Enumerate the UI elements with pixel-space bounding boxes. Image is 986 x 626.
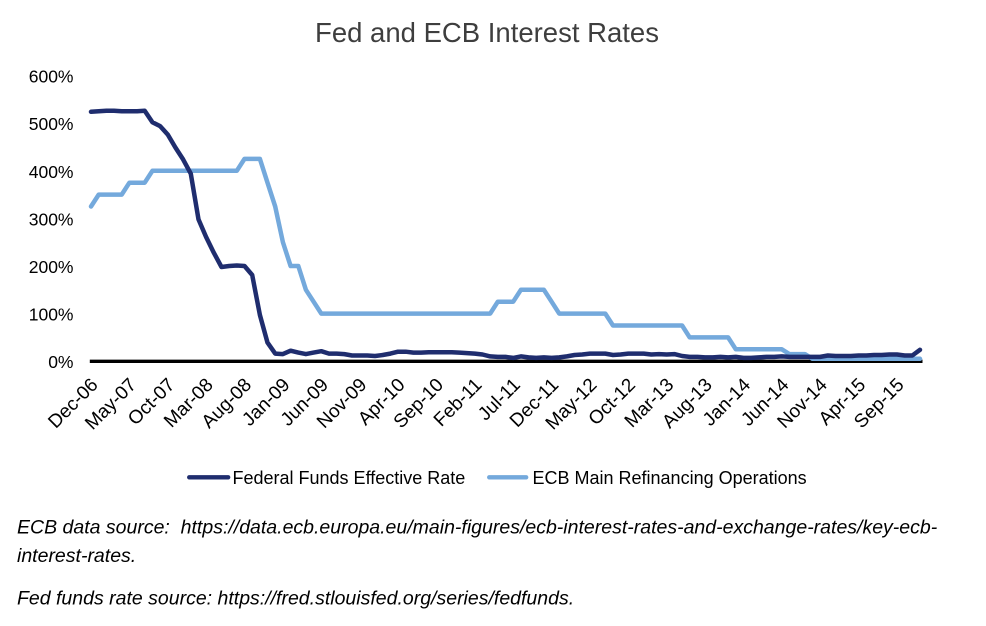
svg-text:Fed and ECB Interest Rates: Fed and ECB Interest Rates (315, 17, 659, 48)
svg-text:200%: 200% (29, 257, 74, 277)
svg-text:500%: 500% (29, 114, 74, 134)
svg-text:Fed funds rate source: https:/: Fed funds rate source: https://fred.stlo… (17, 588, 574, 610)
svg-text:ECB Main Refinancing Operation: ECB Main Refinancing Operations (533, 468, 807, 488)
svg-text:100%: 100% (29, 305, 74, 325)
svg-text:interest-rates.: interest-rates. (17, 545, 136, 567)
svg-text:600%: 600% (29, 67, 74, 87)
svg-text:Federal Funds Effective Rate: Federal Funds Effective Rate (233, 468, 466, 488)
svg-text:ECB data source: https://data: ECB data source: https://data.ecb.europa… (17, 517, 938, 539)
svg-text:400%: 400% (29, 162, 74, 182)
svg-text:300%: 300% (29, 209, 74, 229)
svg-text:0%: 0% (48, 352, 73, 372)
